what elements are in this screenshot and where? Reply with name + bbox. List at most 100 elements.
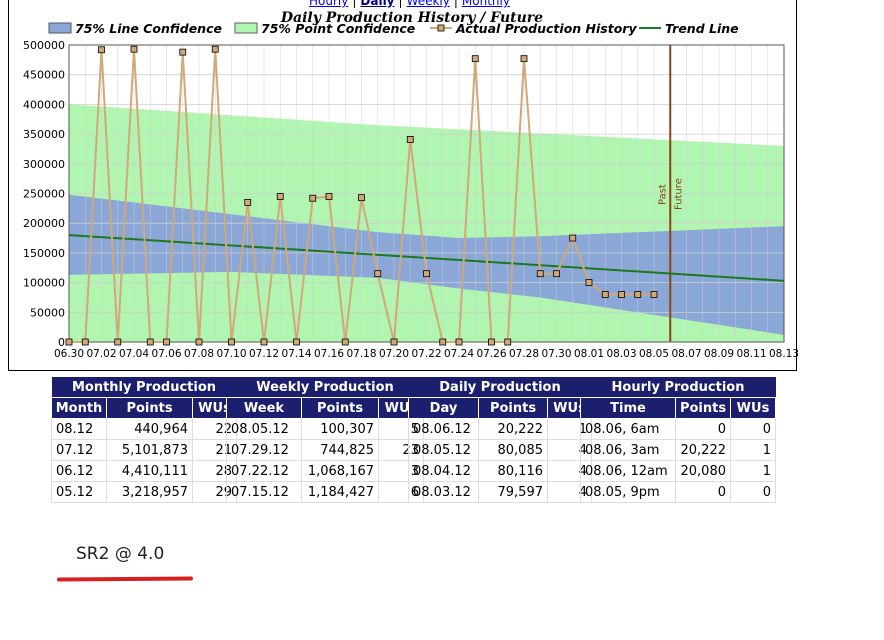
legend-swatch-point-confidence (234, 22, 258, 34)
y-tick-label: 500000 (23, 39, 65, 52)
actual-production-point (228, 338, 235, 346)
table-cell-points: 1,068,167 (301, 460, 379, 482)
nav-link-weekly[interactable]: Weekly (406, 0, 450, 8)
table-row: 06.12 4,410,111 28 (51, 460, 237, 482)
actual-production-point (488, 338, 495, 346)
actual-production-point (553, 270, 560, 278)
table-cell-points: 440,964 (106, 418, 193, 440)
table-cell-month: 07.12 (51, 439, 107, 461)
actual-production-point (618, 291, 625, 298)
actual-production-point (406, 136, 414, 143)
nav-link-daily[interactable]: Daily (360, 0, 395, 8)
table-cell-month: 06.12 (51, 460, 107, 482)
x-tick-label: 07.20 (379, 348, 409, 360)
daily-production-table: Daily Production Day Points WUs 08.06.12 20,2… (408, 377, 592, 503)
x-tick-label: 07.30 (541, 348, 571, 360)
actual-production-point (634, 291, 642, 298)
actual-production-point (536, 270, 544, 278)
x-tick-label: 07.08 (184, 348, 214, 360)
table-row: 08.06, 6am 0 0 (580, 418, 776, 440)
actual-production-point (325, 193, 333, 200)
annotation-underline (56, 576, 194, 582)
x-tick-label: 07.12 (249, 348, 279, 360)
x-tick-label: 08.07 (671, 348, 701, 360)
x-tick-label: 08.03 (606, 348, 636, 360)
actual-production-point (276, 193, 284, 200)
x-tick-label: 07.06 (151, 348, 181, 360)
table-row: 08.03.12 79,597 4 (408, 481, 592, 503)
table-cell-points: 20,080 (675, 460, 731, 482)
annotation-text: SR2 @ 4.0 (76, 544, 165, 564)
x-tick-label: 07.22 (411, 348, 441, 360)
actual-production-point (504, 338, 512, 346)
table-cell-time: 08.06, 6am (580, 418, 676, 440)
table-cell-time: 08.06, 3am (580, 439, 676, 461)
x-tick-label: 07.24 (444, 348, 474, 360)
actual-production-point (81, 338, 89, 346)
table-row: 08.06, 3am 20,222 1 (580, 439, 776, 461)
y-tick-label: 250000 (23, 188, 65, 201)
future-label: Future (673, 178, 684, 210)
x-tick-label: 08.13 (769, 348, 798, 360)
table-cell-wus: 1 (730, 460, 776, 482)
table-cell-time: 08.06, 12am (580, 460, 676, 482)
table-cell-week: 07.22.12 (226, 460, 302, 482)
actual-production-point (244, 199, 252, 206)
table-cell-time: 08.05, 9pm (580, 481, 676, 503)
table-row: 08.05, 9pm 0 0 (580, 481, 776, 503)
table-cell-points: 0 (675, 418, 731, 440)
weekly-production-table: Weekly Production Week Points WUs 08.05.12 10… (226, 377, 424, 503)
table-cell-wus: 0 (730, 418, 776, 440)
plot-border (68, 44, 785, 343)
table-row: 07.22.12 1,068,167 3 (226, 460, 424, 482)
table-row: 08.06.12 20,222 1 (408, 418, 592, 440)
nav-link-hourly[interactable]: Hourly (309, 0, 349, 8)
column-header-month: Month (51, 397, 107, 419)
chart-title: Daily Production History / Future (280, 10, 543, 26)
y-tick-label: 300000 (23, 158, 65, 171)
x-tick-label: 07.18 (346, 348, 376, 360)
x-tick-label: 07.02 (86, 348, 116, 360)
table-caption: Hourly Production (580, 377, 776, 398)
table-row: 07.29.12 744,825 23 (226, 439, 424, 461)
actual-production-point (195, 338, 203, 346)
table-cell-points: 100,307 (301, 418, 379, 440)
y-tick-label: 150000 (23, 247, 65, 260)
trend-line (68, 234, 785, 282)
x-tick-label: 07.26 (476, 348, 506, 360)
x-tick-label: 07.14 (281, 348, 311, 360)
table-cell-points: 744,825 (301, 439, 379, 461)
y-tick-label: 350000 (23, 128, 65, 141)
actual-production-point (179, 48, 187, 56)
table-cell-points: 80,116 (478, 460, 548, 482)
legend-swatch-line-confidence (48, 22, 72, 34)
actual-production-point (260, 338, 268, 346)
table-cell-wus: 0 (730, 481, 776, 503)
actual-production-point (211, 45, 219, 53)
legend-label: 75% Line Confidence (75, 21, 222, 36)
column-header-points: Points (675, 397, 731, 419)
past-label: Past (657, 184, 668, 205)
table-row: 07.12 5,101,873 21 (51, 439, 237, 461)
x-tick-label: 06.30 (54, 348, 84, 360)
x-tick-label: 08.09 (704, 348, 734, 360)
x-tick-label: 07.16 (314, 348, 344, 360)
actual-production-point (455, 338, 463, 346)
production-chart-panel: Hourly | Daily | Weekly | Monthly Daily Produc… (8, 0, 798, 371)
table-caption: Monthly Production (51, 377, 237, 398)
y-tick-label: 450000 (23, 69, 65, 82)
actual-production-point (309, 194, 317, 202)
table-cell-day: 08.06.12 (408, 418, 479, 440)
table-caption: Weekly Production (226, 377, 424, 398)
table-row: 08.05.12 100,307 5 (226, 418, 424, 440)
nav-separator: | (398, 0, 403, 8)
y-tick-label: 50000 (30, 306, 65, 319)
nav-separator: | (453, 0, 458, 8)
table-cell-points: 79,597 (478, 481, 548, 503)
x-tick-label: 08.11 (736, 348, 766, 360)
x-tick-label: 08.05 (639, 348, 669, 360)
nav-link-monthly[interactable]: Monthly (461, 0, 510, 8)
actual-production-point (471, 55, 479, 63)
period-nav: Hourly | Daily | Weekly | Monthly (309, 0, 510, 8)
actual-production-point (569, 234, 577, 242)
